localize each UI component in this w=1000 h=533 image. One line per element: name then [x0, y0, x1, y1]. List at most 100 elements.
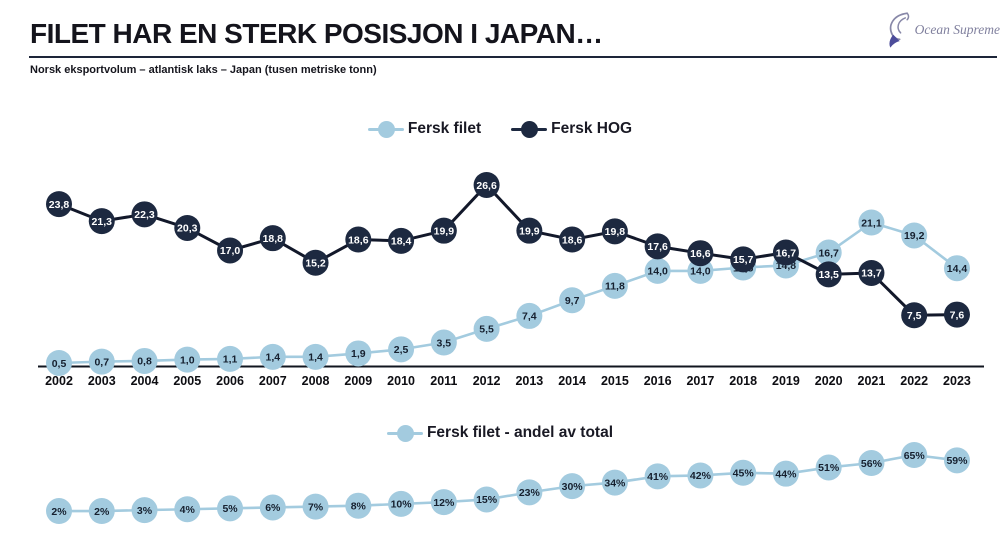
legend-label-fersk-filet: Fersk filet [407, 120, 482, 137]
x-axis-year-label: 2020 [815, 374, 843, 388]
x-axis-year-label: 2012 [473, 374, 501, 388]
x-axis-year-label: 2023 [943, 374, 971, 388]
svg-text:45%: 45% [733, 468, 755, 480]
svg-text:2%: 2% [51, 506, 67, 518]
svg-text:15,7: 15,7 [733, 254, 754, 266]
fersk-hog-legend-icon [511, 120, 548, 138]
svg-text:21,3: 21,3 [92, 216, 113, 228]
x-axis-year-label: 2021 [858, 374, 886, 388]
share-chart: 2% 2% 3% 4% 5% 6% 7% 8% 10% 12% 15% 23% 30% 34% 41% 42%… [46, 442, 970, 525]
svg-text:1,4: 1,4 [265, 352, 280, 364]
svg-text:7,6: 7,6 [950, 309, 965, 321]
svg-text:6%: 6% [265, 502, 281, 514]
svg-text:5,5: 5,5 [479, 324, 494, 336]
volume-chart: 2002 2003 2004 2005 2006 2007 2008 2009 2010 2011… [38, 171, 984, 388]
ocean-supreme-fish-icon [889, 12, 910, 48]
x-axis-year-label: 2016 [644, 374, 672, 388]
volume-chart-legend: Fersk filet Fersk HOG [0, 120, 1000, 138]
svg-text:26,6: 26,6 [476, 180, 497, 192]
logo: Ocean Supreme [882, 6, 1000, 54]
svg-text:30%: 30% [562, 481, 584, 493]
svg-text:18,6: 18,6 [348, 234, 369, 246]
svg-text:65%: 65% [904, 450, 926, 462]
svg-text:16,6: 16,6 [690, 248, 711, 260]
svg-text:15%: 15% [476, 494, 498, 506]
svg-text:0,8: 0,8 [137, 356, 152, 368]
x-axis-year-label: 2006 [216, 374, 244, 388]
svg-text:2%: 2% [94, 506, 110, 518]
svg-text:13,7: 13,7 [861, 268, 882, 280]
svg-text:2,5: 2,5 [394, 344, 409, 356]
svg-text:22,3: 22,3 [134, 209, 155, 221]
svg-text:59%: 59% [946, 455, 968, 467]
x-axis-year-label: 2008 [302, 374, 330, 388]
legend-item-fersk-filet: Fersk filet [367, 120, 482, 138]
x-axis-year-label: 2010 [387, 374, 415, 388]
svg-text:10%: 10% [391, 499, 413, 511]
legend-item-andel: Fersk filet - andel av total [386, 424, 614, 442]
svg-text:20,3: 20,3 [177, 223, 198, 235]
share-chart-legend: Fersk filet - andel av total [0, 424, 1000, 442]
svg-text:16,7: 16,7 [818, 247, 839, 259]
svg-text:1,9: 1,9 [351, 348, 366, 360]
svg-text:1,0: 1,0 [180, 354, 195, 366]
svg-text:11,8: 11,8 [605, 281, 625, 293]
x-axis-year-label: 2017 [686, 374, 714, 388]
andel-legend-icon [386, 424, 423, 442]
svg-text:14,0: 14,0 [647, 266, 668, 278]
x-axis-year-label: 2009 [344, 374, 372, 388]
svg-text:16,7: 16,7 [776, 247, 797, 259]
svg-text:7,5: 7,5 [907, 310, 922, 322]
svg-text:56%: 56% [861, 458, 883, 470]
svg-text:21,1: 21,1 [861, 217, 882, 229]
page-subtitle: Norsk eksportvolum – atlantisk laks – Ja… [30, 64, 377, 76]
legend-label-andel: Fersk filet - andel av total [426, 424, 614, 441]
svg-text:7,4: 7,4 [522, 311, 537, 323]
svg-text:34%: 34% [604, 477, 626, 489]
svg-text:19,9: 19,9 [519, 225, 540, 237]
x-axis-year-label: 2004 [131, 374, 159, 388]
svg-text:42%: 42% [690, 470, 712, 482]
svg-text:0,7: 0,7 [94, 356, 109, 368]
svg-text:23%: 23% [519, 487, 541, 499]
svg-text:18,8: 18,8 [263, 233, 284, 245]
x-axis-year-label: 2002 [45, 374, 73, 388]
svg-text:14,0: 14,0 [690, 266, 711, 278]
legend-item-fersk-hog: Fersk HOG [511, 120, 632, 138]
svg-text:51%: 51% [818, 462, 840, 474]
svg-text:5%: 5% [222, 503, 238, 515]
svg-text:17,6: 17,6 [647, 241, 668, 253]
svg-text:18,4: 18,4 [391, 236, 412, 248]
page-title: FILET HAR EN STERK POSISJON I JAPAN… [30, 18, 603, 49]
fersk-filet-legend-icon [367, 120, 404, 138]
svg-text:3,5: 3,5 [437, 337, 452, 349]
legend-label-fersk-hog: Fersk HOG [551, 120, 633, 137]
x-axis-year-label: 2003 [88, 374, 116, 388]
x-axis-year-label: 2011 [430, 374, 457, 388]
svg-text:41%: 41% [647, 471, 669, 483]
x-axis-year-label: 2022 [900, 374, 928, 388]
svg-text:13,5: 13,5 [818, 269, 839, 281]
x-axis-year-label: 2005 [173, 374, 201, 388]
x-axis-year-label: 2019 [772, 374, 800, 388]
x-axis-year-label: 2007 [259, 374, 287, 388]
svg-text:19,8: 19,8 [605, 226, 626, 238]
svg-text:3%: 3% [137, 505, 153, 517]
svg-text:1,1: 1,1 [223, 354, 238, 366]
svg-text:14,4: 14,4 [947, 263, 968, 275]
x-axis-year-label: 2018 [729, 374, 757, 388]
svg-text:4%: 4% [180, 504, 196, 516]
svg-text:0,5: 0,5 [52, 358, 67, 370]
x-axis-year-label: 2015 [601, 374, 629, 388]
svg-text:18,6: 18,6 [562, 234, 583, 246]
svg-text:15,2: 15,2 [305, 258, 326, 270]
svg-text:23,8: 23,8 [49, 199, 70, 211]
svg-text:44%: 44% [775, 468, 797, 480]
svg-text:19,9: 19,9 [434, 225, 455, 237]
svg-text:8%: 8% [351, 500, 367, 512]
svg-text:19,2: 19,2 [904, 230, 925, 242]
title-underline [29, 56, 997, 58]
svg-text:9,7: 9,7 [565, 295, 580, 307]
logo-text: Ocean Supreme [914, 22, 1000, 37]
